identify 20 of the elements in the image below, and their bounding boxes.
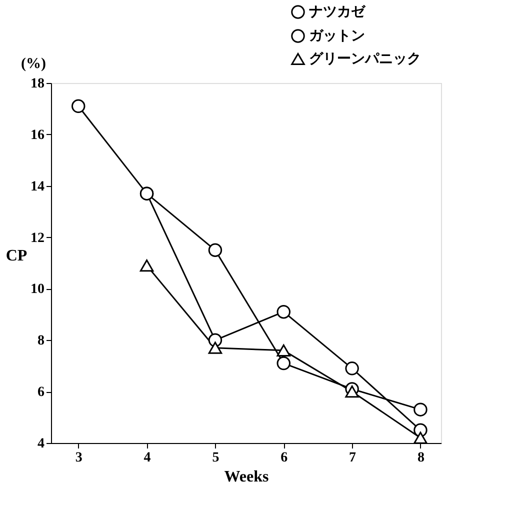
y-tick-label: 12 — [30, 230, 44, 246]
y-axis-title: CP — [6, 248, 28, 264]
y-tick-label: 4 — [38, 436, 44, 452]
y-tick-label: 8 — [38, 334, 44, 349]
x-tick-label: 7 — [349, 450, 356, 466]
legend-label: ガットン — [309, 28, 365, 44]
x-tick-label: 5 — [212, 450, 220, 466]
x-tick-label: 4 — [144, 450, 151, 466]
y-tick-label: 16 — [30, 128, 44, 143]
x-tick-label: 6 — [280, 450, 288, 466]
y-tick-label: 6 — [38, 385, 44, 400]
x-tick-label: 8 — [417, 450, 424, 466]
legend-label: グリーンパニック — [309, 51, 421, 67]
text: (%) — [21, 56, 46, 72]
y-tick-label: 10 — [30, 282, 44, 298]
x-tick-label: 3 — [75, 450, 82, 466]
y-tick-label: 18 — [30, 76, 44, 92]
x-axis-title: Weeks — [224, 468, 269, 486]
y-tick-label: 14 — [30, 179, 44, 194]
legend-label: ナツカゼ — [309, 4, 366, 20]
